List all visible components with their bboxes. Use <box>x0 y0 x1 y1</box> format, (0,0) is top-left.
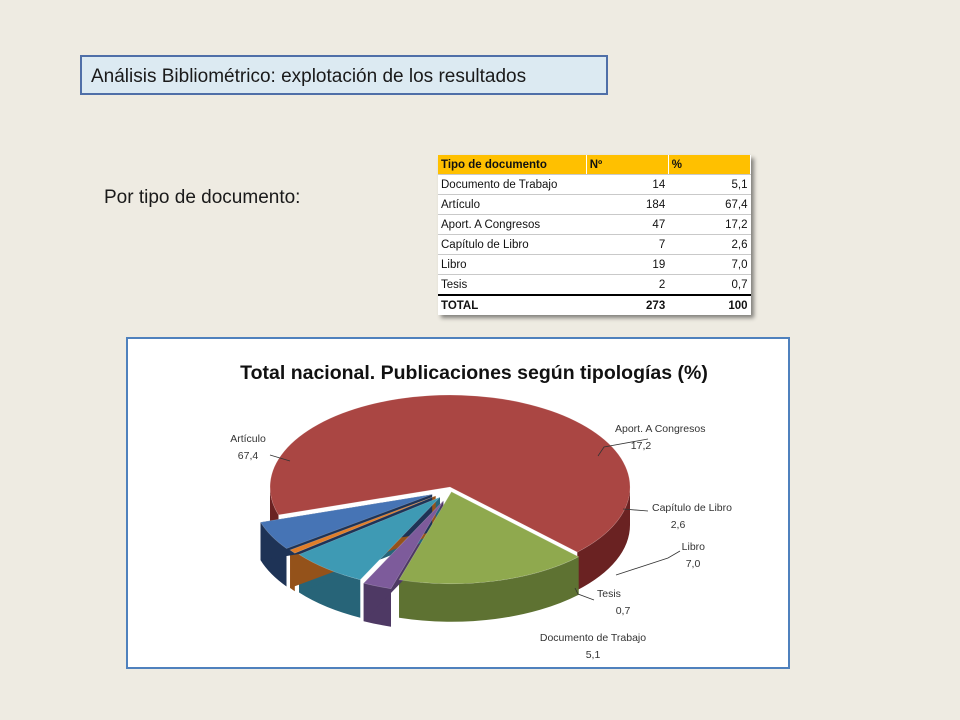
pie-slice-cap-tulo-de-libro <box>363 500 444 590</box>
header-porcentaje: % <box>668 155 752 175</box>
slice-value-label: 5,1 <box>586 649 601 661</box>
table-row: Documento de Trabajo 14 5,1 <box>438 174 751 195</box>
slice-value-label: 17,2 <box>631 440 652 452</box>
table-row: Capítulo de Libro 7 2,6 <box>438 234 751 255</box>
slice-label: Aport. A Congresos <box>615 423 705 435</box>
cell-porcentaje: 0,7 <box>668 274 751 296</box>
slice-label: Artículo <box>230 433 266 445</box>
pie-slice-aport-a-congresos <box>398 491 580 585</box>
chart-title: Total nacional. Publicaciones según tipo… <box>240 362 708 384</box>
leader-line <box>574 587 595 601</box>
pie-slice-art-culo <box>269 394 631 553</box>
cell-porcentaje: 7,0 <box>668 254 751 275</box>
cell-tipo: Artículo <box>438 194 587 215</box>
cell-total-numero: 273 <box>586 294 669 315</box>
slice-label: Documento de Trabajo <box>540 632 646 644</box>
header-numero: Nº <box>586 155 669 175</box>
cell-numero: 19 <box>586 254 669 275</box>
slide-title-box: Análisis Bibliométrico: explotación de l… <box>80 55 608 95</box>
cell-numero: 2 <box>586 274 669 296</box>
pie-slice-documento-de-trabajo <box>260 494 433 549</box>
slide-title: Análisis Bibliométrico: explotación de l… <box>91 66 527 87</box>
cell-total-label: TOTAL <box>438 294 587 315</box>
pie-slice-libro <box>298 496 441 581</box>
pie-slice-side <box>399 556 579 622</box>
cell-tipo: Aport. A Congresos <box>438 214 587 235</box>
table-row: Libro 19 7,0 <box>438 254 751 275</box>
slice-value-label: 2,6 <box>671 519 686 531</box>
cell-tipo: Capítulo de Libro <box>438 234 587 255</box>
cell-porcentaje: 67,4 <box>668 194 751 215</box>
data-table: Tipo de documento Nº % Documento de Trab… <box>438 155 752 315</box>
slice-label: Tesis <box>597 588 621 600</box>
cell-tipo: Tesis <box>438 274 587 296</box>
cell-porcentaje: 2,6 <box>668 234 751 255</box>
cell-tipo: Libro <box>438 254 587 275</box>
pie-slice-inner-wall <box>260 494 433 561</box>
cell-porcentaje: 5,1 <box>668 174 751 195</box>
slice-label: Libro <box>682 541 706 553</box>
pie-chart: Total nacional. Publicaciones según tipo… <box>230 362 732 661</box>
cell-porcentaje: 17,2 <box>668 214 751 235</box>
table-row: Aport. A Congresos 47 17,2 <box>438 214 751 235</box>
table-row: Artículo 184 67,4 <box>438 194 751 215</box>
pie-chart-frame: Total nacional. Publicaciones según tipo… <box>126 337 790 669</box>
cell-numero: 14 <box>586 174 669 195</box>
cell-numero: 184 <box>586 194 669 215</box>
leader-line <box>622 508 649 512</box>
cell-tipo: Documento de Trabajo <box>438 174 587 195</box>
table-total-row: TOTAL 273 100 <box>438 294 751 315</box>
slice-value-label: 7,0 <box>686 558 701 570</box>
slice-value-label: 0,7 <box>616 605 631 617</box>
table-header-row: Tipo de documento Nº % <box>438 155 752 175</box>
cell-numero: 47 <box>586 214 669 235</box>
data-table-container: Tipo de documento Nº % Documento de Trab… <box>438 155 752 315</box>
leader-line <box>597 438 649 457</box>
leader-line <box>615 550 681 576</box>
header-tipo: Tipo de documento <box>438 155 587 175</box>
cell-numero: 7 <box>586 234 669 255</box>
pie-slice-side <box>577 487 630 591</box>
pie-slice-tesis <box>289 495 436 554</box>
slice-label: Capítulo de Libro <box>652 502 732 514</box>
leader-line <box>269 454 291 462</box>
slide-subtitle: Por tipo de documento: <box>104 187 301 208</box>
table-row: Tesis 2 0,7 <box>438 274 751 296</box>
slice-value-label: 67,4 <box>238 450 259 462</box>
cell-total-porcentaje: 100 <box>668 294 751 315</box>
